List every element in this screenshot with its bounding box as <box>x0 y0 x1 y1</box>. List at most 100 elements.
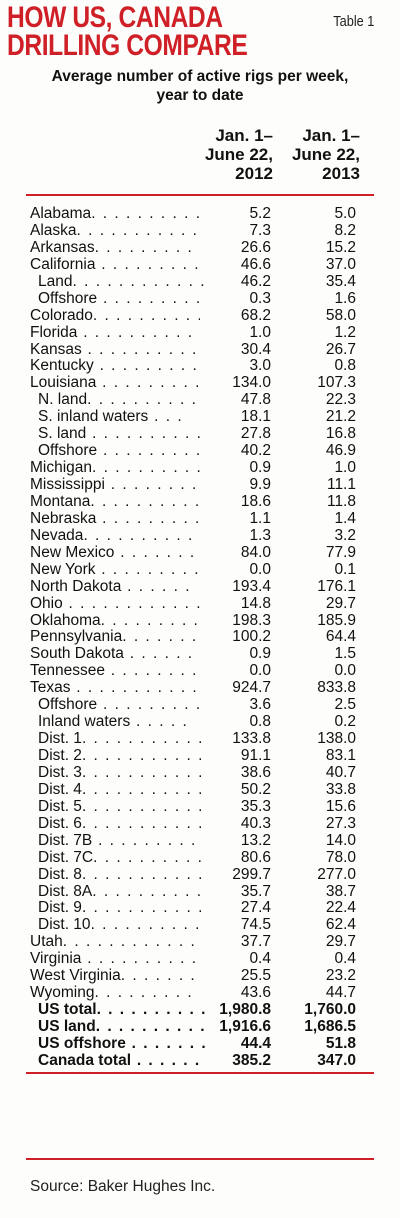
table-row: Mississippi . . . . . . . . 9.9 11.1 <box>0 476 400 493</box>
row-label: Dist. 8A. . . . . . . . . . <box>38 883 208 900</box>
row-label-text: Oklahoma <box>30 611 101 629</box>
row-leader-dots: . . . . . . . <box>120 967 197 985</box>
row-label: N. land. . . . . . . . . . <box>38 391 208 408</box>
value-2013: 46.9 <box>325 442 356 460</box>
row-leader-dots: . . . . . . . . . . . <box>81 780 204 798</box>
value-2012: 0.4 <box>249 950 271 968</box>
value-2013: 1.4 <box>334 509 356 527</box>
value-2012: 47.8 <box>240 391 271 409</box>
row-label-text: US total <box>38 1001 97 1019</box>
value-2012: 13.2 <box>240 831 271 849</box>
table-row: Offshore . . . . . . . . . 3.6 2.5 <box>0 696 400 713</box>
row-label-text: Dist. 2 <box>38 747 82 764</box>
table-row: Louisiana . . . . . . . . . 134.0 107.3 <box>0 374 400 391</box>
row-label: Alaska. . . . . . . . . . . <box>30 222 200 239</box>
table-row: Dist. 8. . . . . . . . . . . 299.7 277.0 <box>0 866 400 883</box>
value-2013: 833.8 <box>317 679 356 697</box>
row-leader-dots: . . . . . . . . . . <box>97 289 208 307</box>
table-row: Pennsylvania. . . . . . . 100.2 64.4 <box>0 628 400 645</box>
value-2012: 3.0 <box>249 357 271 375</box>
value-2012: 84.0 <box>240 543 271 561</box>
value-2012: 74.5 <box>240 916 271 934</box>
row-leader-dots: . . . . . . . . . . . <box>81 899 204 917</box>
value-2012: 1,980.8 <box>219 1001 271 1019</box>
row-label-text: Mississippi <box>30 476 105 493</box>
row-label-text: Texas <box>30 679 71 697</box>
row-label: California . . . . . . . . . <box>30 256 200 273</box>
value-2013: 3.2 <box>334 526 356 544</box>
row-label: Alabama. . . . . . . . . . <box>30 205 200 222</box>
row-label: Montana. . . . . . . . . . <box>30 493 200 510</box>
row-label-text: Virginia <box>30 950 82 968</box>
value-2012: 0.8 <box>249 713 271 731</box>
value-2013: 1.0 <box>334 459 356 477</box>
row-leader-dots: . . . . . . . . . . . <box>81 730 204 748</box>
table-row: Dist. 6. . . . . . . . . . . 40.3 27.3 <box>0 815 400 832</box>
row-label: Dist. 10. . . . . . . . . . <box>38 916 208 933</box>
value-2012: 0.0 <box>249 662 271 680</box>
table-row: Alaska. . . . . . . . . . . 7.3 8.2 <box>0 222 400 239</box>
row-leader-dots: . . . . . . . . . . <box>90 916 201 934</box>
row-label-text: Nebraska <box>30 509 97 527</box>
row-leader-dots: . . . . . . . . . . <box>96 1001 207 1019</box>
value-2012: 38.6 <box>240 763 271 781</box>
row-label-text: Dist. 8A <box>38 882 93 900</box>
value-2013: 1,686.5 <box>304 1018 356 1035</box>
value-2012: 68.2 <box>240 306 271 324</box>
row-leader-dots: . . . . . . . . . <box>95 560 200 578</box>
table-number: Table 1 <box>332 13 374 30</box>
value-2013: 0.0 <box>334 662 356 680</box>
value-2013: 0.4 <box>334 950 356 968</box>
table-row: Dist. 8A. . . . . . . . . . 35.7 38.7 <box>0 883 400 900</box>
value-2012: 100.2 <box>232 628 271 646</box>
value-2013: 23.2 <box>325 967 356 985</box>
value-2012: 25.5 <box>240 967 271 985</box>
row-label: S. land . . . . . . . . . . <box>38 425 208 442</box>
row-label: Tennessee . . . . . . . . <box>30 662 200 679</box>
value-2013: 5.0 <box>334 205 356 222</box>
column-header-2012: Jan. 1– June 22, 2012 <box>193 126 273 183</box>
value-2012: 0.9 <box>249 645 271 663</box>
subtitle-line-2: year to date <box>156 87 244 104</box>
row-leader-dots: . . . . . . . . . . <box>92 459 200 477</box>
row-label-text: Dist. 4 <box>38 780 82 798</box>
row-leader-dots: . . . . . . . . . . . <box>81 747 204 764</box>
column-header-2013-line-2: June 22, <box>291 145 360 164</box>
row-label: Utah. . . . . . . . . . . . . <box>30 933 200 950</box>
row-label-text: S. land <box>38 425 87 443</box>
row-leader-dots: . . . . . . . . . . <box>92 306 200 324</box>
row-label: North Dakota . . . . . . <box>30 578 200 595</box>
value-2013: 11.8 <box>326 492 356 510</box>
row-label-text: US land <box>38 1018 96 1035</box>
row-label: New York . . . . . . . . . <box>30 561 200 578</box>
table-row: North Dakota . . . . . . 193.4 176.1 <box>0 578 400 595</box>
table-row: Virginia . . . . . . . . . . 0.4 0.4 <box>0 950 400 967</box>
value-2012: 7.3 <box>249 221 271 239</box>
row-leader-dots: . . . . . . . . . <box>97 696 202 714</box>
table-row: Arkansas. . . . . . . . . . 26.6 15.2 <box>0 239 400 256</box>
row-label-text: Ohio <box>30 594 63 612</box>
row-label: Dist. 7C. . . . . . . . . . <box>38 849 208 866</box>
row-label-text: Dist. 7C <box>38 848 94 866</box>
table-row: Kentucky . . . . . . . . . 3.0 0.8 <box>0 357 400 374</box>
row-label-text: New York <box>30 560 96 578</box>
value-2012: 0.9 <box>249 459 271 477</box>
value-2012: 80.6 <box>240 848 271 866</box>
value-2012: 27.8 <box>240 425 271 443</box>
value-2013: 0.1 <box>334 560 356 578</box>
table-row: S. inland waters . . . 18.1 21.2 <box>0 408 400 425</box>
row-label: Pennsylvania. . . . . . . <box>30 628 200 645</box>
row-label-text: Arkansas <box>30 238 95 256</box>
table-row: Dist. 3. . . . . . . . . . . 38.6 40.7 <box>0 764 400 781</box>
table-row: Alabama. . . . . . . . . . 5.2 5.0 <box>0 205 400 222</box>
row-label: Colorado. . . . . . . . . . <box>30 307 200 324</box>
value-2013: 77.9 <box>325 543 356 561</box>
row-label: Oklahoma. . . . . . . . . <box>30 612 200 629</box>
row-label-text: Offshore <box>38 289 98 307</box>
table-row: Dist. 7C. . . . . . . . . . 80.6 78.0 <box>0 849 400 866</box>
value-2013: 22.4 <box>325 899 356 917</box>
row-label: Inland waters . . . . . <box>38 713 208 730</box>
row-label-text: Land <box>38 272 73 290</box>
table-row: Tennessee . . . . . . . . 0.0 0.0 <box>0 662 400 679</box>
row-leader-dots: . . . . . . . . . <box>96 374 200 392</box>
